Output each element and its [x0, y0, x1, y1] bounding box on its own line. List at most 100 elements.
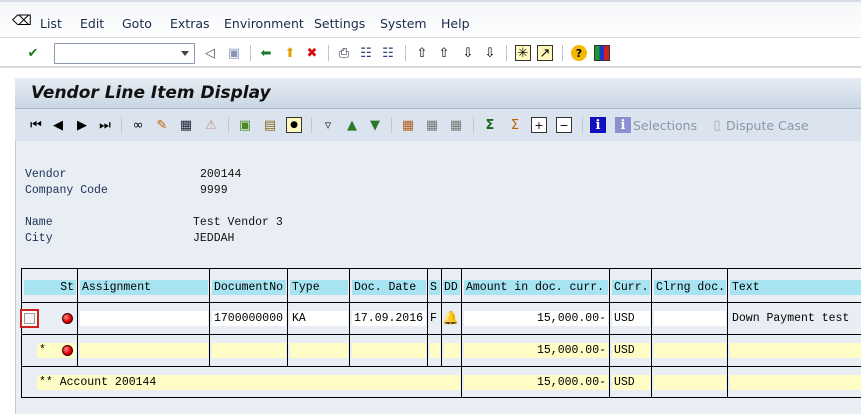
subtotal-amount: 15,000.00-	[464, 343, 608, 358]
layout-menu-icon[interactable]	[594, 45, 610, 61]
col-header-text[interactable]: Text	[730, 280, 861, 295]
new-session-icon[interactable]: ✳	[515, 45, 531, 61]
separator	[311, 117, 312, 133]
col-header-type[interactable]: Type	[290, 280, 348, 295]
total-currency: USD	[612, 375, 650, 390]
subtotal-currency: USD	[612, 343, 650, 358]
column-divider	[441, 268, 442, 366]
next-page-icon[interactable]: ⇩	[462, 45, 474, 61]
col-header-doc-date[interactable]: Doc. Date	[352, 280, 426, 295]
collapse-icon[interactable]: −	[556, 117, 572, 133]
find-next-icon[interactable]: ☷	[382, 45, 394, 61]
cell-assignment	[80, 311, 208, 326]
menu-help[interactable]: Help	[441, 16, 470, 31]
menu-settings[interactable]: Settings	[314, 16, 366, 31]
master-record-icon[interactable]: ▤	[263, 117, 277, 133]
menu-extras[interactable]: Extras	[170, 16, 210, 31]
save-layout-icon[interactable]: ▦	[449, 117, 463, 133]
previous-page-icon[interactable]: ⇧	[438, 45, 450, 61]
col-header-clearing-doc[interactable]: Clrng doc.	[654, 280, 726, 295]
row-divider	[21, 366, 861, 367]
sort-descending-icon[interactable]: ▼	[370, 117, 380, 133]
enter-check-icon[interactable]: ✔	[27, 45, 39, 61]
menu-environment[interactable]: Environment	[224, 16, 304, 31]
menu-list[interactable]: List	[40, 16, 62, 31]
empty-cell	[430, 343, 440, 358]
city-value: JEDDAH	[193, 232, 235, 245]
first-page-icon[interactable]: ⇧	[416, 45, 428, 61]
next-item-icon[interactable]: ▶	[77, 117, 87, 133]
col-header-assignment[interactable]: Assignment	[80, 280, 208, 295]
separator	[328, 45, 329, 61]
separator	[250, 45, 251, 61]
status-red-light-icon	[62, 345, 73, 356]
vendor-value: 200144	[200, 168, 242, 181]
layout-grid-icon[interactable]: ▦	[401, 117, 415, 133]
sum-icon[interactable]: Σ	[485, 117, 495, 133]
row-select-checkbox[interactable]	[20, 309, 39, 328]
cell-s: F	[430, 312, 437, 325]
column-divider	[287, 268, 288, 366]
empty-cell	[730, 375, 861, 390]
exit-icon[interactable]: ⬆	[284, 45, 296, 61]
document-icon[interactable]: ▣	[238, 117, 252, 133]
print-icon[interactable]: ⎙	[338, 45, 350, 61]
empty-cell	[654, 343, 726, 358]
mass-change-icon[interactable]: ▦	[179, 117, 193, 133]
empty-cell	[80, 343, 208, 358]
last-item-icon[interactable]: ⏭	[99, 117, 111, 133]
column-divider	[461, 268, 462, 398]
last-page-icon[interactable]: ⇩	[484, 45, 496, 61]
find-icon[interactable]: ☷	[360, 45, 372, 61]
menu-edit[interactable]: Edit	[80, 16, 105, 31]
previous-item-icon[interactable]: ◀	[53, 117, 63, 133]
filter-icon[interactable]: ▿	[324, 117, 332, 133]
cell-doc-date: 17.09.2016	[352, 311, 426, 326]
col-header-s[interactable]: S	[429, 280, 440, 295]
warning-icon[interactable]: ⚠	[205, 117, 217, 133]
name-label: Name	[25, 216, 53, 229]
cell-amount: 15,000.00-	[464, 311, 608, 326]
col-header-amount[interactable]: Amount in doc. curr.	[464, 280, 608, 295]
column-divider	[77, 268, 78, 366]
display-glasses-icon[interactable]: ∞	[132, 117, 144, 133]
save-icon[interactable]: ▣	[227, 45, 241, 61]
city-label: City	[25, 232, 53, 245]
choose-layout-icon[interactable]: ▦	[425, 117, 439, 133]
command-field[interactable]	[54, 43, 195, 64]
menu-goto[interactable]: Goto	[122, 16, 152, 31]
empty-cell	[352, 343, 426, 358]
expand-icon[interactable]: +	[531, 117, 547, 133]
first-item-icon[interactable]: ⏮	[30, 117, 42, 133]
shortcut-icon[interactable]: ↗	[537, 45, 553, 61]
attachment-icon[interactable]: ●	[286, 117, 302, 133]
back-triangle-icon[interactable]: ◁	[205, 45, 215, 61]
back-icon[interactable]: ⬅	[260, 45, 272, 61]
info-icon[interactable]: i	[590, 117, 606, 133]
separator	[228, 117, 229, 133]
separator	[405, 45, 406, 61]
empty-cell	[730, 343, 861, 358]
col-header-currency[interactable]: Curr.	[612, 280, 650, 295]
cell-clearing-doc	[654, 311, 726, 326]
col-header-document-no[interactable]: DocumentNo	[212, 280, 286, 295]
dispute-case-button[interactable]: Dispute Case	[726, 118, 809, 133]
cell-document-no[interactable]: 1700000000	[212, 311, 286, 326]
title-bar	[15, 78, 861, 109]
help-icon[interactable]: ?	[571, 45, 587, 61]
sort-ascending-icon[interactable]: ▲	[347, 117, 357, 133]
selections-button[interactable]: Selections	[633, 118, 698, 133]
subtotal-icon[interactable]: Σ	[510, 117, 520, 133]
col-header-dd[interactable]: DD	[443, 280, 460, 295]
menu-system[interactable]: System	[380, 16, 427, 31]
empty-cell	[444, 343, 460, 358]
cell-type: KA	[290, 311, 348, 326]
separator	[121, 117, 122, 133]
change-pencil-icon[interactable]: ✎	[156, 117, 168, 133]
cancel-icon[interactable]: ✖	[306, 45, 318, 61]
total-amount: 15,000.00-	[464, 375, 608, 390]
column-divider	[349, 268, 350, 366]
sap-menu-icon[interactable]: ⌫	[12, 13, 32, 29]
chevron-down-icon[interactable]	[181, 51, 189, 56]
col-header-status[interactable]: St	[24, 280, 76, 295]
